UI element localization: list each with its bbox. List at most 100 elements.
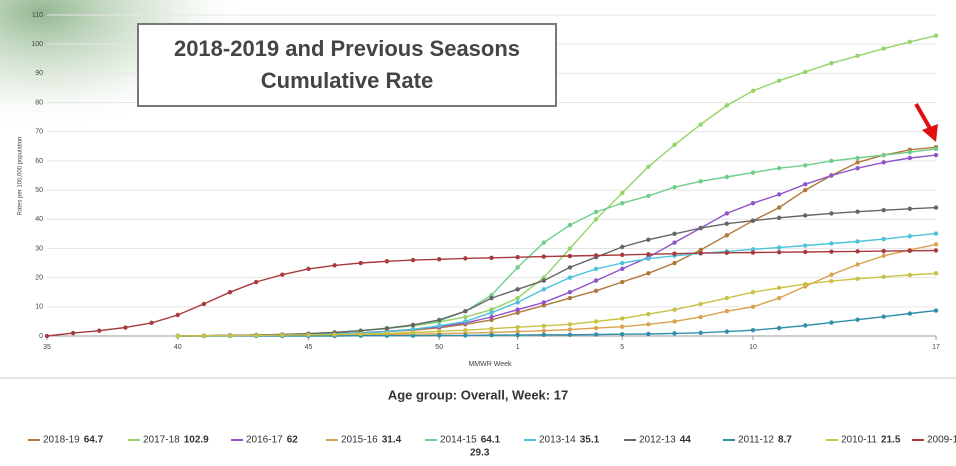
data-point (855, 276, 860, 282)
data-point (620, 332, 625, 337)
data-point (829, 241, 834, 246)
data-point (933, 33, 939, 38)
data-point (933, 231, 939, 236)
data-point (567, 295, 573, 301)
data-point (541, 278, 546, 283)
data-point (776, 205, 782, 210)
data-point (515, 255, 520, 260)
data-point (776, 295, 782, 301)
data-point (855, 239, 860, 244)
data-point (620, 316, 625, 321)
data-point (724, 211, 730, 216)
data-point (698, 179, 703, 184)
data-point (672, 260, 677, 266)
data-point (306, 332, 311, 338)
data-point (620, 279, 625, 285)
data-point (776, 250, 782, 255)
legend-item: 2013-14 35.1 (524, 435, 600, 446)
highlight-arrow (914, 103, 938, 142)
data-point (515, 307, 520, 312)
data-point (881, 253, 886, 258)
data-point (253, 279, 259, 285)
data-point (907, 233, 913, 239)
data-point (855, 160, 860, 165)
data-point (803, 243, 808, 248)
data-point (515, 332, 520, 338)
data-point (724, 103, 730, 108)
x-tick-label: 50 (435, 344, 443, 351)
y-tick-label: 70 (35, 129, 43, 136)
data-point (750, 250, 756, 255)
data-point (829, 173, 834, 178)
data-point (593, 217, 599, 222)
legend-item: 2017-18 102.9 (128, 435, 209, 446)
legend-label: 2013-14 (539, 435, 576, 446)
data-point (672, 184, 677, 190)
data-point (463, 333, 468, 338)
data-point (750, 290, 756, 295)
x-tick-label: 45 (305, 344, 313, 351)
x-tick-label: 35 (43, 344, 51, 351)
data-point (489, 326, 494, 331)
data-point (410, 333, 416, 338)
data-point (881, 152, 886, 158)
y-tick-label: 20 (35, 274, 43, 281)
data-point (803, 249, 808, 255)
data-point (698, 122, 703, 127)
data-point (933, 308, 939, 313)
y-axis-label: Rates per 100,000 population (18, 137, 24, 216)
data-point (855, 53, 860, 59)
data-point (698, 225, 703, 231)
data-point (881, 46, 886, 51)
data-point (515, 300, 520, 305)
data-point (855, 317, 860, 322)
series-line (177, 206, 937, 337)
data-point (175, 333, 180, 339)
data-point (463, 314, 468, 320)
data-point (646, 237, 651, 242)
data-point (567, 246, 573, 251)
data-point (567, 322, 573, 327)
data-point (567, 290, 573, 295)
data-point (803, 69, 808, 75)
data-point (646, 164, 651, 169)
data-point (567, 222, 573, 228)
y-tick-label: 30 (35, 245, 43, 252)
data-point (437, 333, 442, 338)
data-point (620, 201, 625, 206)
data-point (855, 262, 860, 267)
series-line (177, 243, 937, 337)
data-point (149, 320, 154, 326)
y-tick-label: 40 (35, 216, 43, 223)
data-point (776, 192, 782, 197)
data-point (567, 327, 573, 332)
data-point (489, 255, 494, 260)
data-point (907, 311, 913, 316)
data-point (541, 300, 546, 305)
data-point (463, 256, 468, 261)
data-point (646, 271, 651, 276)
data-point (620, 266, 625, 272)
legend-label: 2017-18 (143, 435, 180, 446)
data-point (541, 323, 546, 328)
data-point (907, 39, 913, 45)
legend-label: 2016-17 (246, 435, 283, 446)
legend-item: 2009-10 29.3 (470, 435, 956, 459)
legend-item: 2010-11 21.5 (826, 435, 901, 446)
data-point (829, 249, 834, 254)
legend: 2018-19 64.7 2017-18 102.9 2016-17 62 2015-16 3… (28, 435, 956, 459)
data-point (829, 60, 834, 66)
data-point (933, 242, 939, 247)
data-point (332, 332, 337, 337)
data-point (698, 330, 703, 335)
data-point (776, 166, 782, 171)
data-point (463, 308, 468, 314)
legend-value: 31.4 (382, 435, 402, 446)
data-point (750, 88, 756, 94)
x-axis-label: MMWR Week (468, 361, 512, 368)
data-point (489, 310, 494, 315)
data-point (724, 174, 730, 180)
data-point (620, 252, 625, 258)
series-line (177, 309, 937, 337)
